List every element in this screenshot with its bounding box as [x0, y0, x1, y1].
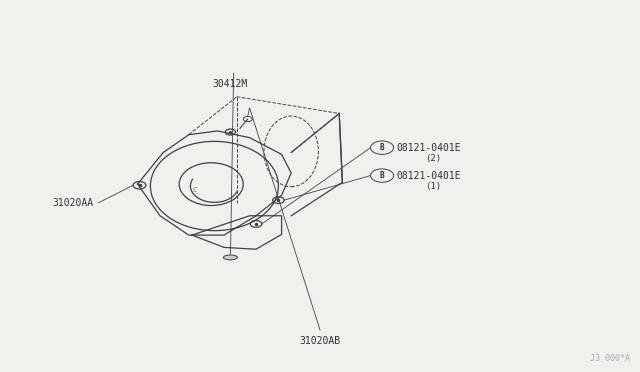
Text: 08121-0401E: 08121-0401E: [397, 143, 461, 153]
Text: (1): (1): [426, 182, 442, 191]
Text: B: B: [380, 171, 385, 180]
Polygon shape: [192, 216, 282, 249]
Text: 30412M: 30412M: [212, 79, 248, 89]
Text: 08121-0401E: 08121-0401E: [397, 171, 461, 180]
Text: 31020AB: 31020AB: [300, 336, 340, 346]
Text: J3 000*A: J3 000*A: [590, 354, 630, 363]
Text: c: c: [193, 185, 198, 194]
Ellipse shape: [223, 255, 237, 260]
Text: 31020AA: 31020AA: [52, 198, 93, 208]
Text: B: B: [380, 143, 385, 152]
Text: (2): (2): [426, 154, 442, 163]
